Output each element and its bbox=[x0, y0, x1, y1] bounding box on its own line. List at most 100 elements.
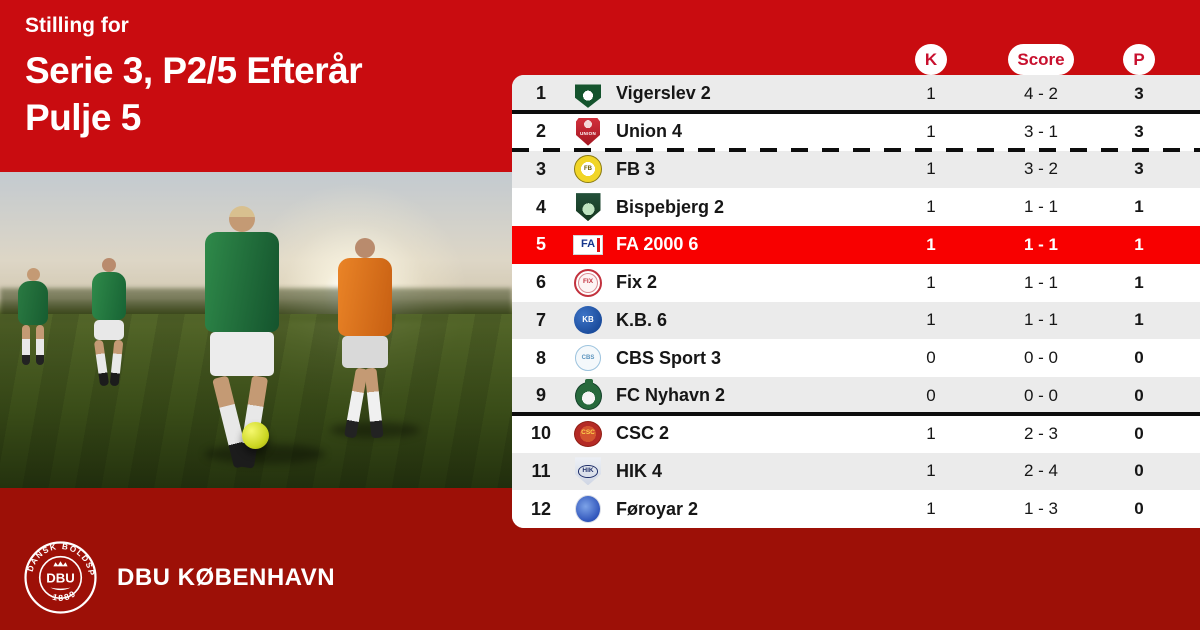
games-played: 1 bbox=[926, 423, 936, 443]
points: 1 bbox=[1134, 310, 1144, 330]
table-row: 11 HIK HIK 4 1 2 - 4 0 bbox=[512, 452, 1200, 491]
games-played: 1 bbox=[926, 197, 936, 217]
table-row: 12 Føroyar 2 1 1 - 3 0 bbox=[512, 490, 1200, 528]
position: 9 bbox=[535, 385, 546, 406]
points: 3 bbox=[1134, 159, 1144, 179]
standings-table: 1 Vigerslev 2 1 4 - 2 3 2 UNION Union 4 … bbox=[512, 75, 1200, 528]
page-title: Serie 3, P2/5 Efterår bbox=[25, 50, 363, 91]
games-played: 1 bbox=[926, 234, 936, 254]
promotion-line-dashed bbox=[512, 148, 1200, 152]
table-row: 10 CSC CSC 2 1 2 - 3 0 bbox=[512, 414, 1200, 453]
player-figure bbox=[18, 268, 48, 365]
crown-icon bbox=[53, 561, 68, 567]
score: 1 - 1 bbox=[1023, 272, 1059, 292]
organization-name: DBU KØBENHAVN bbox=[117, 563, 336, 591]
club-logo-vigerslev-icon bbox=[570, 79, 606, 108]
title-eyebrow: Stilling for bbox=[25, 14, 129, 37]
column-badge-points: P bbox=[1123, 44, 1155, 75]
club-name: FA 2000 6 bbox=[616, 234, 699, 255]
club-name: Union 4 bbox=[616, 121, 682, 142]
club-logo-hik-icon: HIK bbox=[570, 457, 606, 486]
promotion-line-solid bbox=[512, 110, 1200, 114]
score: 0 - 0 bbox=[1023, 348, 1059, 368]
club-name: FB 3 bbox=[616, 158, 656, 179]
club-name: K.B. 6 bbox=[616, 309, 668, 330]
player-figure-main bbox=[205, 206, 279, 469]
club-name: FC Nyhavn 2 bbox=[616, 385, 726, 406]
club-logo-kb-icon: KB bbox=[570, 306, 606, 335]
table-row: 2 UNION Union 4 1 3 - 1 3 bbox=[512, 112, 1200, 151]
table-row-highlighted: 5 FA FA 2000 6 1 1 - 1 1 bbox=[512, 226, 1200, 264]
points: 0 bbox=[1134, 461, 1144, 481]
seal-center-text: DBU bbox=[46, 571, 75, 586]
points: 0 bbox=[1134, 385, 1144, 405]
relegation-line bbox=[512, 412, 1200, 416]
position: 4 bbox=[535, 196, 546, 217]
points: 0 bbox=[1134, 499, 1144, 519]
club-name: Bispebjerg 2 bbox=[616, 196, 725, 217]
table-row: 7 KB K.B. 6 1 1 - 1 1 bbox=[512, 301, 1200, 340]
position: 8 bbox=[535, 347, 546, 368]
club-logo-csc-icon: CSC bbox=[570, 420, 606, 447]
points: 3 bbox=[1134, 83, 1144, 103]
games-played: 1 bbox=[926, 159, 936, 179]
score: 1 - 1 bbox=[1023, 197, 1059, 217]
page-title-block: Stilling for Serie 3, P2/5 Efterår Pulje… bbox=[25, 14, 363, 141]
games-played: 1 bbox=[926, 499, 936, 519]
club-name: Fix 2 bbox=[616, 272, 658, 293]
footer: DANSK BOLDSPIL UNION 1889 DBU DBU KØBENH… bbox=[24, 541, 335, 614]
table-row: 8 CBS CBS Sport 3 0 0 - 0 0 bbox=[512, 339, 1200, 377]
player-figure-bib bbox=[338, 238, 392, 439]
position: 7 bbox=[535, 309, 546, 330]
club-name: CBS Sport 3 bbox=[616, 347, 722, 368]
column-badge-games: K bbox=[915, 44, 947, 75]
points: 0 bbox=[1134, 423, 1144, 443]
games-played: 1 bbox=[926, 461, 936, 481]
club-logo-nyhavn-icon bbox=[570, 378, 606, 410]
points: 1 bbox=[1134, 272, 1144, 292]
seal-year: 1889 bbox=[52, 588, 77, 603]
points: 0 bbox=[1134, 348, 1144, 368]
player-figure bbox=[92, 258, 126, 387]
club-name: CSC 2 bbox=[616, 423, 670, 444]
games-played: 0 bbox=[926, 348, 936, 368]
page-subtitle: Pulje 5 bbox=[25, 97, 141, 138]
club-name: Vigerslev 2 bbox=[616, 83, 711, 104]
club-name: HIK 4 bbox=[616, 460, 663, 481]
table-row: 3 FB FB 3 1 3 - 2 3 bbox=[512, 150, 1200, 189]
points: 3 bbox=[1134, 121, 1144, 141]
club-logo-fa2000-icon: FA bbox=[570, 234, 606, 255]
points: 1 bbox=[1134, 197, 1144, 217]
column-badge-score: Score bbox=[1008, 44, 1074, 75]
score: 2 - 4 bbox=[1023, 461, 1059, 481]
games-played: 1 bbox=[926, 83, 936, 103]
club-name: Føroyar 2 bbox=[616, 498, 699, 519]
table-row: 9 FC Nyhavn 2 0 0 - 0 0 bbox=[512, 377, 1200, 415]
position: 10 bbox=[530, 423, 552, 444]
score: 2 - 3 bbox=[1023, 423, 1059, 443]
club-logo-cbs-icon: CBS bbox=[570, 345, 606, 372]
club-logo-foroyar-icon bbox=[570, 495, 606, 524]
games-played: 1 bbox=[926, 272, 936, 292]
games-played: 0 bbox=[926, 385, 936, 405]
club-logo-union-icon: UNION bbox=[570, 117, 606, 146]
table-row: 6 FIX Fix 2 1 1 - 1 1 bbox=[512, 263, 1200, 302]
position: 6 bbox=[535, 272, 546, 293]
football bbox=[242, 422, 269, 449]
table-row: 4 Bispebjerg 2 1 1 - 1 1 bbox=[512, 188, 1200, 226]
wings-icon bbox=[50, 587, 71, 591]
club-logo-fb-icon: FB bbox=[570, 155, 606, 184]
svg-text:1889: 1889 bbox=[52, 588, 79, 603]
score: 3 - 1 bbox=[1023, 121, 1059, 141]
score: 1 - 1 bbox=[1023, 234, 1059, 254]
position: 12 bbox=[530, 498, 552, 519]
points: 1 bbox=[1134, 234, 1144, 254]
match-photo bbox=[0, 172, 512, 488]
score: 1 - 3 bbox=[1023, 499, 1059, 519]
games-played: 1 bbox=[926, 310, 936, 330]
position: 5 bbox=[535, 234, 546, 255]
score: 3 - 2 bbox=[1023, 159, 1059, 179]
dbu-seal-logo-icon: DANSK BOLDSPIL UNION 1889 DBU bbox=[24, 541, 97, 614]
score: 4 - 2 bbox=[1023, 83, 1059, 103]
